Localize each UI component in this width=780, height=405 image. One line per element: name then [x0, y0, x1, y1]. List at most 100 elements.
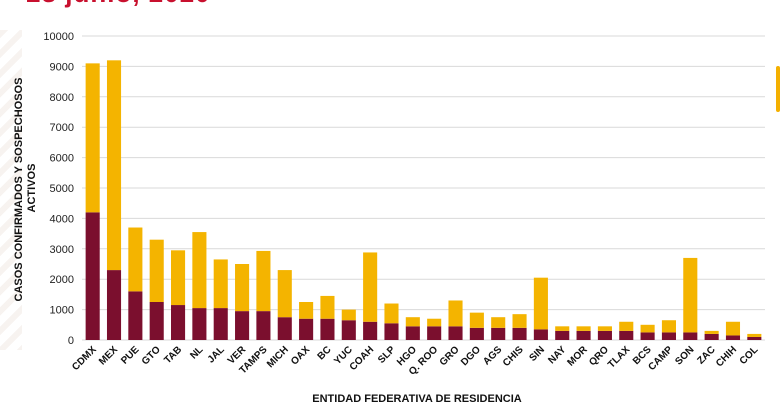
decorative-pattern — [0, 30, 22, 350]
decorative-accent — [776, 66, 780, 112]
y-tick-label: 2000 — [50, 274, 74, 286]
bar-son-segment-1 — [683, 332, 698, 340]
bar-ags-segment-1 — [491, 327, 506, 340]
y-tick-label: 3000 — [50, 244, 74, 256]
bar-ver-segment-1 — [235, 311, 250, 340]
bar-dgo-segment-2 — [469, 312, 484, 328]
bar-nay-segment-1 — [555, 330, 570, 340]
x-tick-label: NL — [188, 344, 205, 361]
bar-dgo-segment-1 — [469, 327, 484, 340]
x-tick-label: CHIH — [714, 344, 739, 369]
bar-chis-segment-2 — [512, 314, 527, 328]
x-tick-label: SIN — [527, 344, 547, 364]
bar-ags-segment-2 — [491, 317, 506, 328]
bar-nay-segment-2 — [555, 326, 570, 331]
bar-gto-segment-2 — [149, 239, 164, 302]
x-tick-label: JAL — [206, 344, 227, 365]
bar-mich-segment-2 — [277, 270, 292, 318]
bar-nl-segment-2 — [192, 232, 207, 309]
x-tick-label: CHIS — [501, 344, 526, 369]
x-tick-label: SON — [673, 344, 696, 367]
bar-chis-segment-1 — [512, 327, 527, 340]
x-tick-label: CDMX — [70, 344, 99, 373]
bar-pue-segment-2 — [128, 227, 143, 292]
y-tick-label: 9000 — [50, 61, 74, 73]
bar-tab-segment-1 — [171, 305, 186, 340]
bar-son-segment-2 — [683, 257, 698, 333]
x-tick-label: PUE — [119, 344, 142, 367]
bar-zac-segment-2 — [704, 330, 719, 334]
bar-tlax-segment-2 — [619, 321, 634, 331]
y-tick-label: 6000 — [50, 153, 74, 165]
x-tick-label: MOR — [565, 344, 590, 369]
x-axis-title: ENTIDAD FEDERATIVA DE RESIDENCIA — [312, 393, 521, 405]
bar-col-segment-2 — [747, 333, 762, 337]
bar-tamps-segment-2 — [256, 250, 271, 312]
y-axis-title: CASOS CONFIRMADOS Y SOSPECHOSOS ACTIVOS — [13, 75, 38, 302]
x-tick-label: TAB — [162, 344, 184, 366]
x-tick-label: AGS — [481, 344, 504, 367]
y-tick-label: 7000 — [50, 122, 74, 134]
x-tick-label: SLP — [376, 344, 398, 366]
bar-col-segment-1 — [747, 336, 762, 340]
bar-gto-segment-1 — [149, 302, 164, 340]
bar-sin-segment-2 — [533, 277, 548, 330]
bar-bcs-segment-2 — [640, 324, 655, 333]
y-tick-label: 0 — [68, 335, 74, 347]
bar-q-roo-segment-2 — [427, 318, 442, 327]
bar-camp-segment-2 — [661, 320, 676, 333]
bar-coah-segment-2 — [363, 252, 378, 322]
x-tick-label: GRO — [438, 344, 462, 368]
bar-jal-segment-1 — [213, 308, 228, 340]
bar-mor-segment-2 — [576, 326, 591, 331]
bar-bcs-segment-1 — [640, 332, 655, 340]
bar-gro-segment-2 — [448, 300, 463, 327]
y-tick-label: 1000 — [50, 305, 74, 317]
y-axis-ticks: 0 1000 2000 3000 4000 5000 6000 7000 8000 9000 100… — [43, 31, 74, 347]
x-tick-label: CAMP — [646, 344, 675, 373]
x-tick-label: DGO — [459, 344, 483, 368]
bar-slp-segment-1 — [384, 323, 399, 340]
bar-mex-segment-2 — [106, 60, 122, 271]
y-tick-label: 8000 — [50, 92, 74, 104]
x-tick-label: BC — [316, 344, 334, 362]
bar-cdmx-segment-1 — [85, 212, 100, 340]
x-tick-label: NAY — [546, 344, 568, 366]
bar-pue-segment-1 — [128, 291, 143, 340]
bar-slp-segment-2 — [384, 303, 399, 324]
x-tick-label: GTO — [140, 344, 163, 367]
x-tick-label: MEX — [97, 344, 120, 367]
y-axis-title-line-2: ACTIVOS — [26, 164, 38, 213]
bar-camp-segment-1 — [661, 332, 676, 340]
bullet-icon: • — [0, 0, 10, 8]
bar-oax-segment-1 — [299, 318, 314, 340]
bar-tab-segment-2 — [171, 250, 186, 306]
bar-qro-segment-1 — [597, 330, 612, 340]
bar-hgo-segment-2 — [405, 317, 420, 327]
x-tick-label: MICH — [265, 344, 291, 370]
bar-mex-segment-1 — [106, 270, 122, 340]
y-tick-label: 4000 — [50, 213, 74, 225]
bar-q-roo-segment-1 — [427, 326, 442, 340]
slide-title: • 23 junio, 2020 — [0, 0, 300, 8]
bar-cdmx-segment-2 — [85, 63, 100, 213]
y-tick-label: 5000 — [50, 183, 74, 195]
x-tick-label: OAX — [289, 344, 312, 367]
y-axis-title-line-1: CASOS CONFIRMADOS Y SOSPECHOSOS — [13, 78, 25, 302]
bar-coah-segment-1 — [363, 321, 378, 340]
bar-yuc-segment-1 — [341, 320, 356, 340]
bar-tlax-segment-1 — [619, 330, 634, 340]
bar-jal-segment-2 — [213, 259, 228, 309]
bar-zac-segment-1 — [704, 333, 719, 340]
bar-tamps-segment-1 — [256, 311, 271, 340]
bar-bc-segment-1 — [320, 318, 335, 340]
bar-hgo-segment-1 — [405, 326, 420, 340]
bar-mich-segment-1 — [277, 317, 292, 340]
bar-chih-segment-2 — [725, 321, 741, 336]
bars — [85, 60, 762, 340]
bar-bc-segment-2 — [320, 295, 335, 319]
bar-mor-segment-1 — [576, 330, 591, 340]
